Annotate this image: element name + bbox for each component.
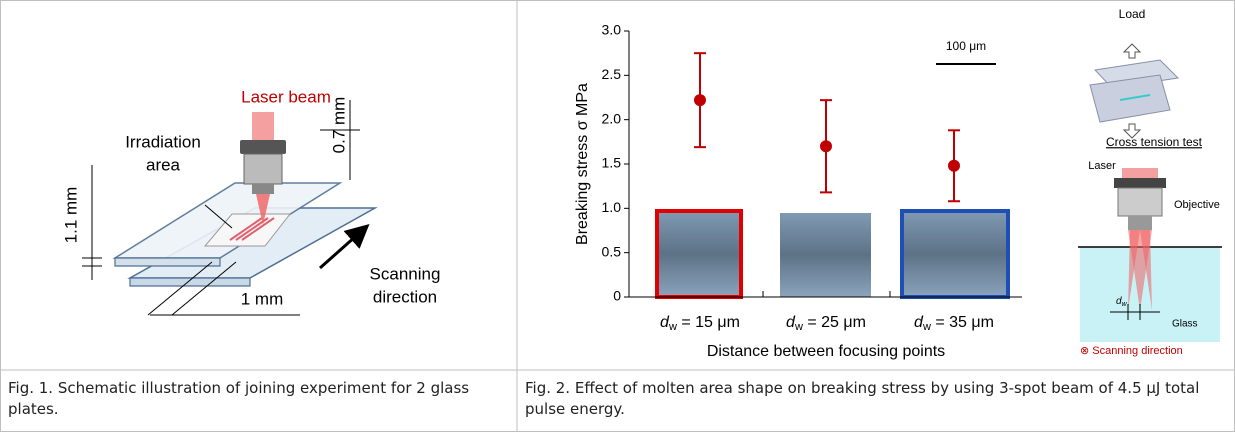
fig1-caption: Fig. 1. Schematic illustration of joinin… [8, 379, 470, 418]
test-label: Cross tension test [1106, 135, 1203, 149]
y-tick-label: 0 [613, 288, 621, 304]
x-tick-label: dw = 25 μm [786, 314, 866, 333]
scanning-direction-label: ⊗ Scanning direction [1080, 345, 1183, 357]
scale-bar-label: 100 μm [946, 39, 986, 53]
side-drawing [1078, 43, 1222, 342]
dw-var: d [1116, 296, 1122, 307]
x-tick-text: = 15 μm [677, 314, 740, 331]
dw-sub: w [1122, 301, 1128, 308]
x-axis-label: Distance between focusing points [707, 343, 945, 360]
x-tick-var: d [786, 314, 796, 331]
x-tick-sub: w [794, 321, 803, 333]
glass-label: Glass [1172, 319, 1198, 330]
fig1-drawing [82, 100, 378, 316]
x-tick-label: dw = 15 μm [660, 314, 740, 333]
micrographs [655, 209, 1010, 299]
thickness-label: 1.1 mm [61, 187, 80, 244]
y-axis-label: Breaking stress σ MPa [574, 83, 591, 245]
x-tick-sub: w [668, 321, 677, 333]
laser-label: Laser [1088, 160, 1116, 172]
data-point [694, 94, 706, 107]
x-tick-label: dw = 35 μm [914, 314, 994, 333]
irradiation-label: area [146, 155, 181, 174]
load-label: Load [1119, 7, 1146, 21]
scanning-label: direction [373, 287, 437, 306]
y-tick-label: 3.0 [602, 22, 622, 38]
y-tick-label: 2.5 [602, 66, 622, 82]
width-label: 1 mm [241, 289, 284, 308]
x-tick-var: d [914, 314, 924, 331]
objective-label: Objective [1174, 199, 1220, 211]
data-point [948, 159, 960, 172]
scanning-label: Scanning [370, 264, 441, 283]
laser-beam-label: Laser beam [241, 87, 331, 106]
x-tick-text: = 25 μm [803, 314, 866, 331]
dw-label: dw [1116, 296, 1128, 308]
y-tick-label: 1.5 [602, 155, 622, 171]
x-tick-sub: w [922, 321, 931, 333]
fig2-caption: Fig. 2. Effect of molten area shape on b… [525, 379, 1200, 418]
gap-label: 0.7 mm [329, 97, 348, 154]
y-tick-label: 1.0 [602, 199, 622, 215]
data-point [820, 140, 832, 153]
y-tick-label: 0.5 [602, 243, 622, 259]
x-tick-text: = 35 μm [931, 314, 994, 331]
x-tick-var: d [660, 314, 670, 331]
y-tick-label: 2.0 [602, 110, 622, 126]
irradiation-label: Irradiation [125, 132, 201, 151]
